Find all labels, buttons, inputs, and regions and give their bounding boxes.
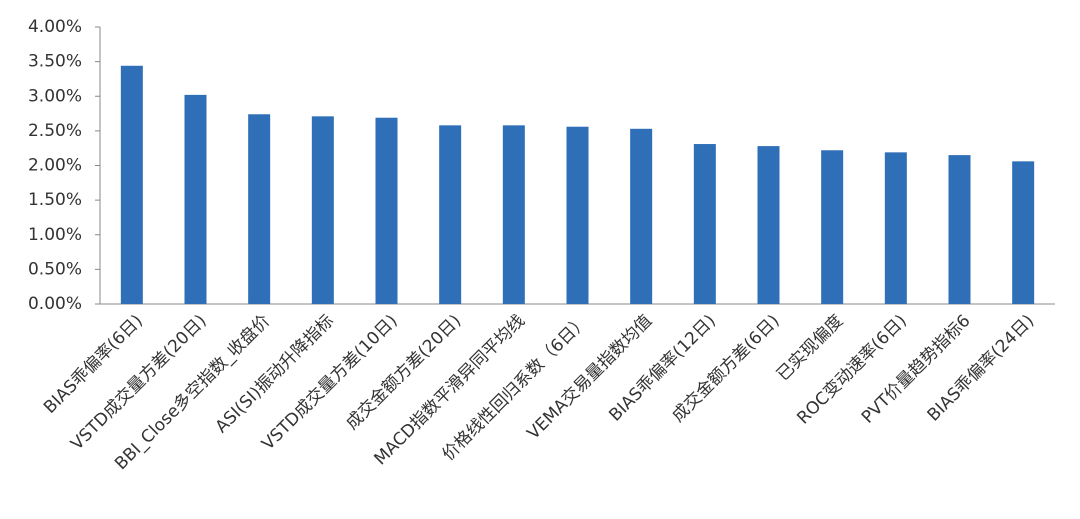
bar [821, 150, 844, 304]
y-tick-label: 0.00% [28, 294, 82, 314]
y-tick-label: 2.50% [28, 121, 82, 141]
y-tick-label: 3.50% [28, 52, 82, 72]
y-tick-label: 1.00% [28, 225, 82, 245]
bar [375, 117, 398, 304]
bar [566, 126, 589, 304]
x-tick-label: BIAS乖偏率(12日) [605, 311, 720, 426]
bar [630, 128, 653, 304]
bar [311, 116, 334, 305]
x-tick-label: ROC变动速率(6日) [793, 311, 910, 428]
y-tick-label: 1.50% [28, 190, 82, 210]
y-tick-label: 0.50% [28, 259, 82, 279]
y-tick-label: 4.00% [28, 17, 82, 37]
bar [757, 146, 780, 304]
bar [1012, 161, 1035, 304]
bar [184, 94, 207, 305]
bar [884, 152, 907, 304]
x-tick-label: 成交金额方差(20日) [342, 311, 465, 434]
x-tick-label: BIAS乖偏率(24日) [924, 311, 1039, 426]
bar [439, 125, 462, 305]
x-tick-label: 成交金额方差(6日) [668, 311, 783, 426]
bar [502, 125, 525, 305]
bar [248, 114, 271, 304]
y-tick-label: 3.00% [28, 86, 82, 106]
bar [693, 144, 716, 304]
y-tick-label: 2.00% [28, 156, 82, 176]
bar [948, 155, 971, 304]
bar [120, 65, 143, 304]
x-tick-label: PVT价量趋势指标6 [858, 311, 975, 428]
x-tick-label: VEMA交易量指数均值 [524, 311, 657, 444]
x-tick-label: ASI(SI)振动升降指标 [212, 311, 338, 437]
